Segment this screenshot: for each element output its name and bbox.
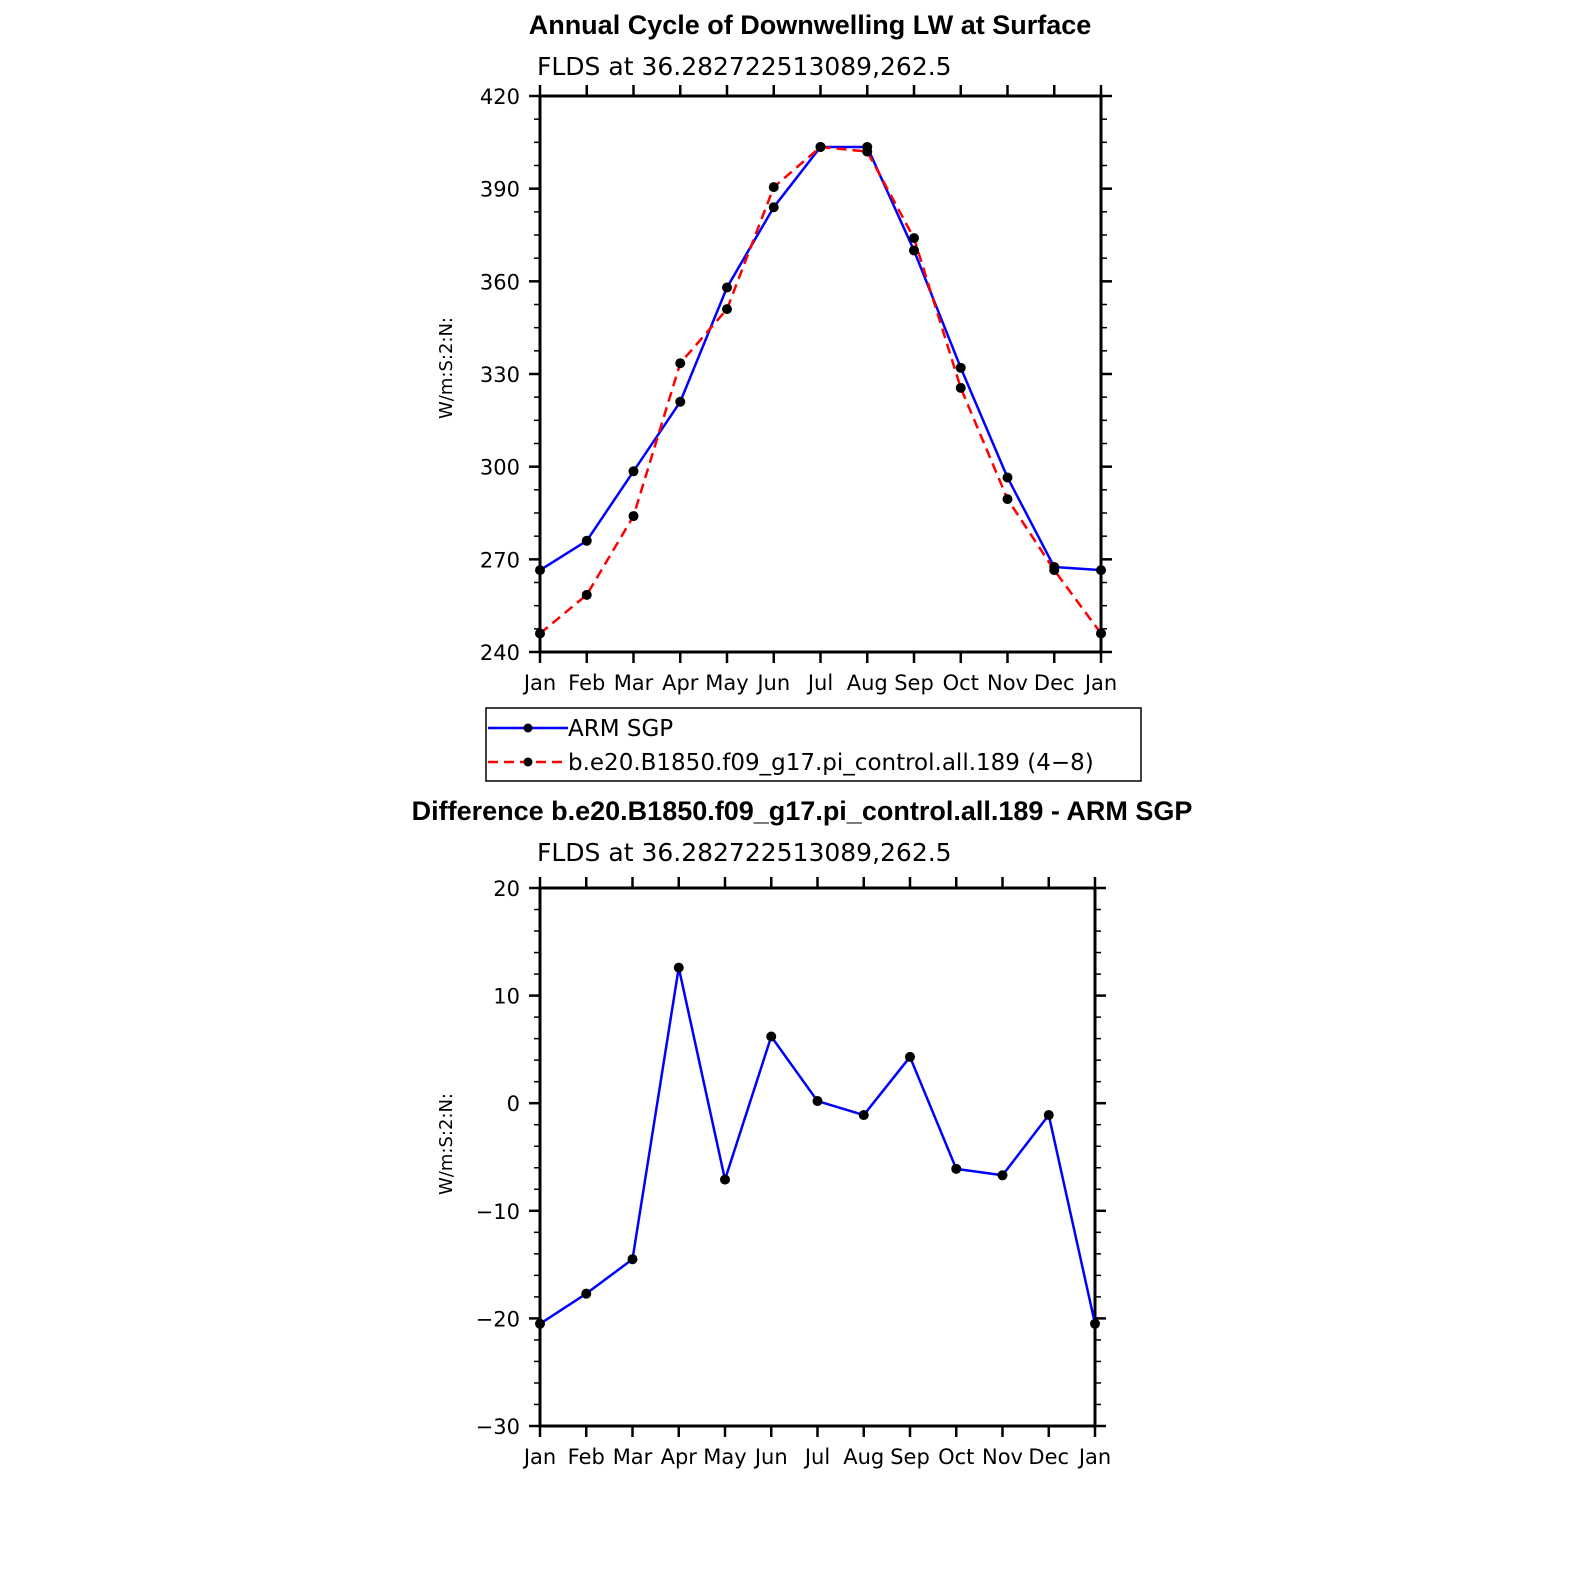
data-point-series-1 [768,182,779,193]
x-tick-label: Apr [661,1445,698,1469]
data-point-series-0 [722,282,732,293]
legend-marker-model [523,757,533,767]
chart-subtitle: FLDS at 36.282722513089,262.5 [537,838,952,867]
data-point-series-0 [955,362,966,373]
x-tick-label: May [705,671,748,695]
x-tick-label: Feb [568,1445,605,1469]
x-tick-label: Jan [522,671,556,695]
legend-label-arm-sgp: ARM SGP [568,716,673,742]
x-tick-label: Apr [662,671,699,695]
series-line-0 [539,145,1102,572]
data-point-series-0 [909,245,919,256]
x-tick-label: Nov [987,671,1028,695]
x-tick-label: Aug [843,1445,884,1469]
data-point-series-0 [812,1096,823,1107]
series-line-0 [539,966,1097,1325]
data-point-series-1 [1002,494,1013,505]
data-point-series-0 [1002,472,1013,483]
data-point-series-1 [581,589,592,600]
data-point-series-0 [628,466,639,477]
y-tick-label: 0 [507,1092,520,1116]
data-point-series-0 [673,962,684,973]
y-axis-label: W/m:S:2:N: [436,317,457,419]
data-point-series-0 [535,1318,545,1329]
y-tick-label: 330 [480,363,520,387]
data-point-series-0 [1090,1318,1100,1329]
data-point-series-1 [1096,628,1106,639]
data-point-series-1 [815,141,826,152]
chart-subtitle: FLDS at 36.282722513089,262.5 [537,52,952,81]
plot-frame [538,94,1103,654]
data-point-series-1 [722,304,732,315]
x-tick-label: Feb [568,671,605,695]
y-tick-label: −20 [476,1307,520,1331]
y-tick-label: −30 [476,1415,520,1439]
x-tick-label: Jan [522,1445,556,1469]
x-tick-label: Mar [613,1445,653,1469]
x-tick-label: Nov [982,1445,1023,1469]
x-tick-label: Sep [894,671,934,695]
data-point-series-1 [628,511,639,522]
x-tick-label: Oct [938,1445,974,1469]
plot-frame [538,886,1097,1428]
y-axis-label: W/m:S:2:N: [436,1093,457,1195]
chart-title: Difference b.e20.B1850.f09_g17.pi_contro… [412,796,1193,826]
y-tick-label: 420 [480,85,520,109]
y-tick-label: 360 [480,270,520,294]
x-tick-label: Oct [943,671,979,695]
x-tick-label: Mar [614,671,654,695]
series-line-1 [539,145,1103,635]
y-tick-label: 10 [493,985,520,1009]
legend: ARM SGP b.e20.B1850.f09_g17.pi_control.a… [485,707,1142,782]
data-point-series-1 [955,382,966,393]
x-tick-label: Aug [847,671,888,695]
data-point-series-1 [862,146,873,157]
difference-chart: Difference b.e20.B1850.f09_g17.pi_contro… [412,796,1193,1469]
y-tick-label: 240 [480,641,520,665]
x-tick-label: Dec [1034,671,1075,695]
x-tick-label: May [703,1445,746,1469]
data-point-series-1 [909,233,919,244]
data-point-series-0 [581,535,592,546]
x-tick-label: Sep [890,1445,930,1469]
data-point-series-0 [858,1110,869,1121]
legend-box [485,707,1142,782]
x-tick-label: Jan [1083,671,1117,695]
x-tick-label: Jul [806,671,833,695]
data-point-series-0 [768,202,779,213]
data-point-series-0 [905,1051,915,1062]
data-point-series-0 [720,1174,730,1185]
legend-marker-arm-sgp [523,723,533,733]
data-point-series-0 [997,1170,1008,1181]
data-point-series-0 [627,1254,638,1265]
data-point-series-1 [1049,565,1060,576]
legend-label-model: b.e20.B1850.f09_g17.pi_control.all.189 (… [568,750,1094,776]
data-point-series-1 [675,358,686,369]
chart-title: Annual Cycle of Downwelling LW at Surfac… [529,10,1092,40]
y-tick-label: 20 [493,877,520,901]
data-point-series-0 [1096,565,1106,576]
data-point-series-0 [766,1031,777,1042]
x-tick-label: Dec [1028,1445,1069,1469]
x-tick-label: Jun [753,1445,788,1469]
data-point-series-0 [535,565,545,576]
x-tick-label: Jan [1077,1445,1111,1469]
y-tick-label: 300 [480,456,520,480]
x-tick-label: Jun [755,671,790,695]
x-tick-label: Jul [803,1445,830,1469]
y-tick-label: −10 [476,1200,520,1224]
annual-cycle-chart: Annual Cycle of Downwelling LW at Surfac… [436,10,1117,695]
y-tick-label: 270 [480,548,520,572]
data-point-series-0 [951,1163,962,1174]
data-point-series-0 [675,396,686,407]
y-tick-label: 390 [480,178,520,202]
data-point-series-0 [581,1288,592,1299]
data-point-series-1 [535,628,545,639]
data-point-series-0 [1043,1110,1054,1121]
